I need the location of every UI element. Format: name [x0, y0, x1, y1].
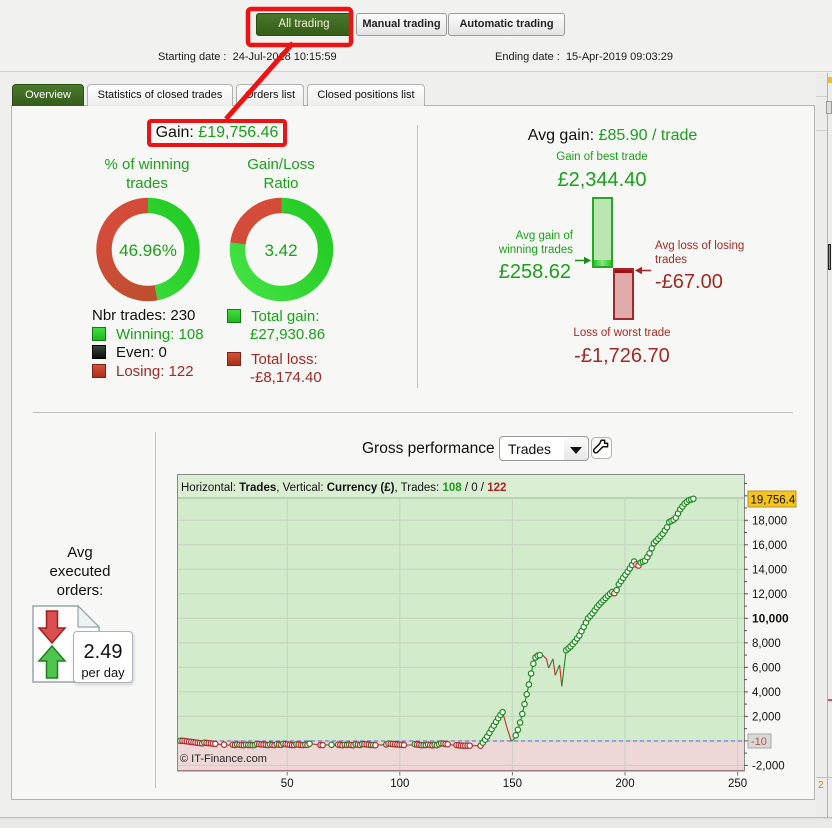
- svg-text:200: 200: [615, 778, 634, 790]
- svg-text:6,000: 6,000: [752, 662, 781, 674]
- svg-text:19,756.46: 19,756.46: [751, 495, 802, 507]
- svg-text:14,000: 14,000: [752, 564, 787, 576]
- svg-text:4,000: 4,000: [752, 687, 781, 699]
- svg-text:8,000: 8,000: [752, 638, 781, 650]
- svg-text:© IT-Finance.com: © IT-Finance.com: [180, 753, 267, 765]
- svg-text:50: 50: [281, 778, 294, 790]
- svg-text:150: 150: [503, 778, 522, 790]
- svg-text:Horizontal: Trades, Vertical:: Horizontal: Trades, Vertical: Currency (…: [181, 482, 506, 494]
- svg-text:-10: -10: [751, 736, 767, 748]
- svg-text:-2,000: -2,000: [752, 760, 785, 772]
- svg-text:250: 250: [728, 778, 747, 790]
- svg-text:10,000: 10,000: [752, 611, 789, 625]
- svg-text:12,000: 12,000: [752, 589, 787, 601]
- svg-text:16,000: 16,000: [752, 540, 787, 552]
- svg-text:100: 100: [390, 778, 409, 790]
- svg-text:18,000: 18,000: [752, 515, 787, 527]
- svg-text:2,000: 2,000: [752, 711, 781, 723]
